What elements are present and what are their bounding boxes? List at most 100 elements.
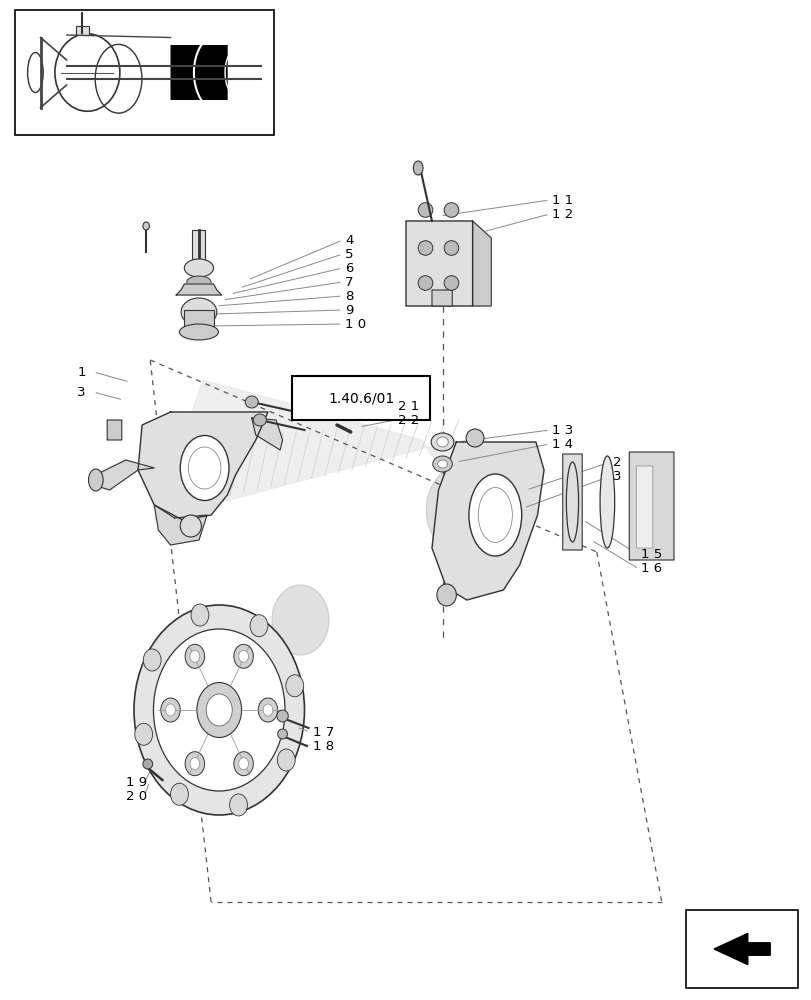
Ellipse shape: [436, 584, 456, 606]
Text: 8: 8: [345, 290, 353, 302]
Text: 1 0: 1 0: [345, 318, 366, 330]
Ellipse shape: [238, 758, 248, 770]
Text: 1 9: 1 9: [126, 776, 147, 788]
Text: 6: 6: [345, 261, 353, 274]
Ellipse shape: [190, 650, 200, 662]
Text: 1 8: 1 8: [312, 740, 333, 752]
Ellipse shape: [153, 629, 285, 791]
Polygon shape: [154, 505, 207, 545]
Ellipse shape: [191, 604, 208, 626]
Text: 1 4: 1 4: [551, 438, 573, 450]
Ellipse shape: [190, 758, 200, 770]
FancyBboxPatch shape: [170, 45, 227, 100]
Text: 1 1: 1 1: [551, 194, 573, 207]
Ellipse shape: [180, 436, 229, 500]
Ellipse shape: [599, 456, 614, 548]
Bar: [685, 910, 797, 988]
Bar: [15, 10, 274, 135]
Text: 1 6: 1 6: [641, 562, 662, 576]
Ellipse shape: [143, 759, 152, 769]
Circle shape: [444, 203, 458, 217]
Text: 1 7: 1 7: [312, 726, 333, 738]
Ellipse shape: [285, 675, 303, 697]
Text: 2 1: 2 1: [397, 399, 418, 412]
Ellipse shape: [143, 222, 149, 230]
Polygon shape: [93, 460, 154, 490]
FancyBboxPatch shape: [562, 454, 581, 550]
Ellipse shape: [181, 298, 217, 326]
Circle shape: [444, 276, 458, 290]
Ellipse shape: [135, 723, 152, 745]
Ellipse shape: [277, 729, 287, 739]
Ellipse shape: [206, 694, 232, 726]
Ellipse shape: [258, 698, 277, 722]
Ellipse shape: [184, 259, 213, 277]
Ellipse shape: [143, 649, 161, 671]
Ellipse shape: [336, 395, 354, 413]
FancyBboxPatch shape: [636, 466, 652, 548]
FancyBboxPatch shape: [107, 420, 122, 440]
Ellipse shape: [277, 710, 288, 722]
Polygon shape: [138, 412, 268, 520]
Bar: [75, 26, 88, 35]
Ellipse shape: [250, 615, 268, 637]
Ellipse shape: [277, 749, 295, 771]
Ellipse shape: [253, 414, 266, 426]
FancyBboxPatch shape: [431, 290, 452, 306]
Text: 3: 3: [612, 470, 620, 483]
FancyBboxPatch shape: [406, 221, 472, 306]
Circle shape: [444, 241, 458, 255]
Ellipse shape: [238, 650, 248, 662]
Ellipse shape: [88, 469, 103, 491]
Text: 2 0: 2 0: [126, 790, 147, 802]
Ellipse shape: [165, 704, 175, 716]
Ellipse shape: [431, 433, 453, 451]
FancyBboxPatch shape: [292, 376, 430, 420]
Ellipse shape: [187, 276, 211, 288]
Circle shape: [418, 203, 432, 217]
Text: 1 3: 1 3: [551, 424, 573, 436]
FancyBboxPatch shape: [629, 452, 673, 560]
Ellipse shape: [426, 465, 499, 555]
Ellipse shape: [196, 682, 242, 738]
Text: 1 2: 1 2: [551, 208, 573, 221]
Circle shape: [418, 276, 432, 290]
Polygon shape: [251, 418, 282, 450]
Text: 3: 3: [77, 385, 85, 398]
Polygon shape: [154, 380, 503, 520]
Ellipse shape: [230, 794, 247, 816]
Text: 1 5: 1 5: [641, 548, 662, 562]
Ellipse shape: [180, 515, 201, 537]
Ellipse shape: [469, 474, 521, 556]
Ellipse shape: [185, 752, 204, 776]
Polygon shape: [472, 221, 491, 306]
Ellipse shape: [234, 752, 253, 776]
Bar: [184, 310, 213, 328]
Ellipse shape: [234, 644, 253, 668]
Ellipse shape: [413, 161, 423, 175]
Circle shape: [418, 241, 432, 255]
Text: 2 2: 2 2: [397, 414, 418, 426]
Text: 1.40.6/01: 1.40.6/01: [328, 391, 394, 405]
Polygon shape: [176, 284, 221, 295]
Ellipse shape: [432, 456, 452, 472]
Ellipse shape: [161, 698, 180, 722]
Text: 9: 9: [345, 304, 353, 316]
Text: 4: 4: [345, 233, 353, 246]
Ellipse shape: [340, 399, 350, 409]
Ellipse shape: [185, 644, 204, 668]
Ellipse shape: [272, 585, 328, 655]
Ellipse shape: [466, 429, 483, 447]
Ellipse shape: [263, 704, 272, 716]
Ellipse shape: [179, 324, 218, 340]
Ellipse shape: [170, 783, 188, 805]
Bar: [192, 230, 205, 260]
Ellipse shape: [134, 605, 304, 815]
Text: 1: 1: [77, 365, 85, 378]
Ellipse shape: [566, 462, 577, 542]
Text: 7: 7: [345, 275, 353, 288]
Text: 5: 5: [345, 247, 353, 260]
Ellipse shape: [245, 396, 258, 408]
Ellipse shape: [436, 437, 448, 447]
Ellipse shape: [437, 460, 447, 468]
